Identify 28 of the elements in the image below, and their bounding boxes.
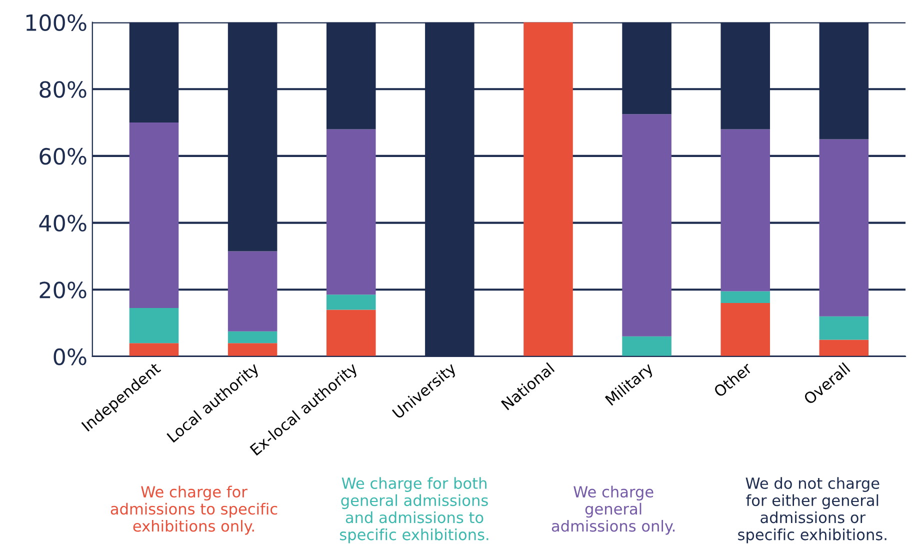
bar	[622, 114, 672, 336]
text: We do not charge for either general admissions or specific exhibitions.	[738, 477, 886, 544]
bar	[819, 139, 869, 316]
text: We charge for both general admissions and admissions to specific exhibitions.	[340, 477, 488, 544]
bar	[326, 294, 376, 310]
y-tick-label: 80%	[40, 81, 86, 98]
bar	[720, 129, 770, 292]
bar	[228, 331, 278, 344]
bar	[129, 308, 179, 344]
y-tick-label: 40%	[39, 214, 86, 232]
bar	[720, 303, 770, 356]
bar	[720, 291, 770, 304]
bar	[524, 22, 573, 356]
bar	[819, 340, 869, 356]
bar	[622, 336, 672, 356]
bar	[129, 343, 179, 356]
y-tick-label: 20%	[40, 282, 86, 298]
text: We charge general admissions only.	[552, 486, 675, 535]
y-tick-label: 0%	[54, 348, 86, 366]
y-tick-label: 100%	[26, 14, 86, 32]
bar	[819, 316, 869, 340]
y-tick-label: 60%	[40, 148, 86, 165]
bar	[228, 343, 278, 356]
bar	[129, 122, 179, 308]
bar	[228, 251, 278, 332]
text: We charge for admissions to specific exhibitions only.	[110, 486, 278, 535]
bar	[326, 129, 376, 295]
bar	[326, 310, 376, 356]
